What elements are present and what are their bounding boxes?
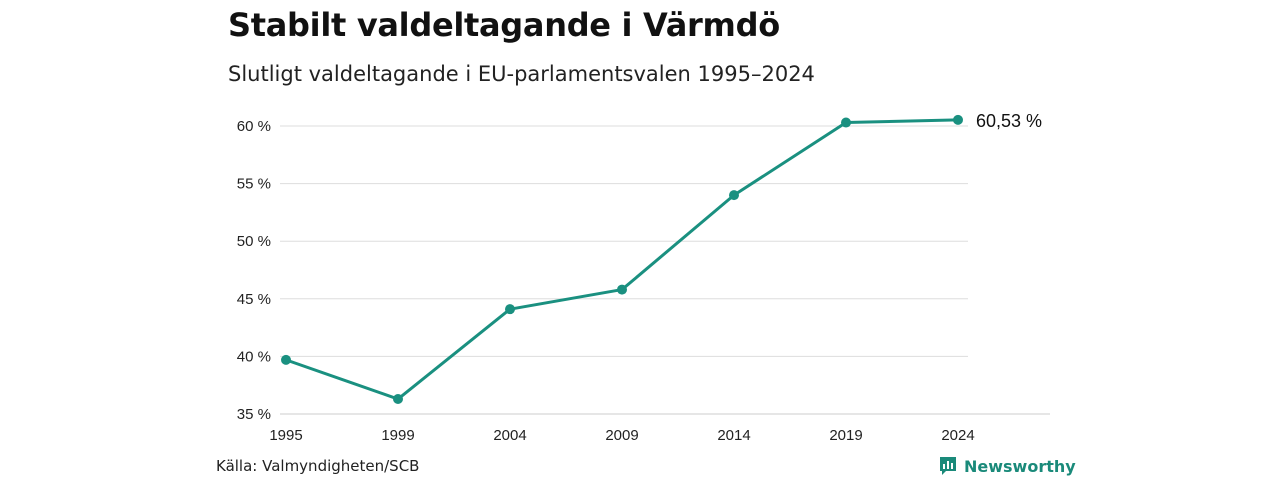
- x-tick-label: 2009: [605, 427, 638, 444]
- data-point: [729, 190, 739, 201]
- series-line-path: [284, 118, 960, 401]
- y-tick-label: 55 %: [237, 176, 271, 193]
- data-point: [281, 354, 291, 365]
- y-tick-label: 35 %: [237, 406, 271, 423]
- data-labels: 60,53 %: [976, 111, 1042, 131]
- y-tick-label: 40 %: [237, 348, 271, 365]
- x-tick-label: 2004: [493, 427, 526, 444]
- brand-name: Newsworthy: [964, 456, 1076, 476]
- x-tick-label: 2019: [829, 427, 862, 444]
- series-line: [284, 118, 960, 401]
- x-tick-label: 2014: [717, 427, 750, 444]
- y-tick-label: 60 %: [237, 118, 271, 135]
- newsworthy-logo-icon: [940, 457, 956, 475]
- chart-title: Stabilt valdeltagande i Värmdö: [228, 6, 780, 44]
- gridlines: [280, 125, 1050, 415]
- series-points: [281, 114, 963, 405]
- brand-logo[interactable]: Newsworthy: [938, 455, 1076, 477]
- end-value-label: 60,53 %: [976, 111, 1042, 131]
- data-point: [393, 394, 403, 405]
- x-tick-label: 1999: [381, 427, 414, 444]
- x-tick-label: 1995: [269, 427, 302, 444]
- data-point: [617, 284, 627, 295]
- chart-subtitle: Slutligt valdeltagande i EU-parlamentsva…: [228, 62, 815, 86]
- y-axis-ticks: 35 % 40 % 45 % 50 % 55 % 60 %: [237, 118, 271, 423]
- data-point: [953, 114, 963, 125]
- x-axis-ticks: 1995 1999 2004 2009 2014 2019 2024: [269, 427, 974, 444]
- y-tick-label: 50 %: [237, 233, 271, 250]
- data-point: [505, 304, 515, 315]
- source-note: Källa: Valmyndigheten/SCB: [216, 457, 420, 475]
- y-tick-label: 45 %: [237, 291, 271, 308]
- data-point: [841, 117, 851, 128]
- x-tick-label: 2024: [941, 427, 974, 444]
